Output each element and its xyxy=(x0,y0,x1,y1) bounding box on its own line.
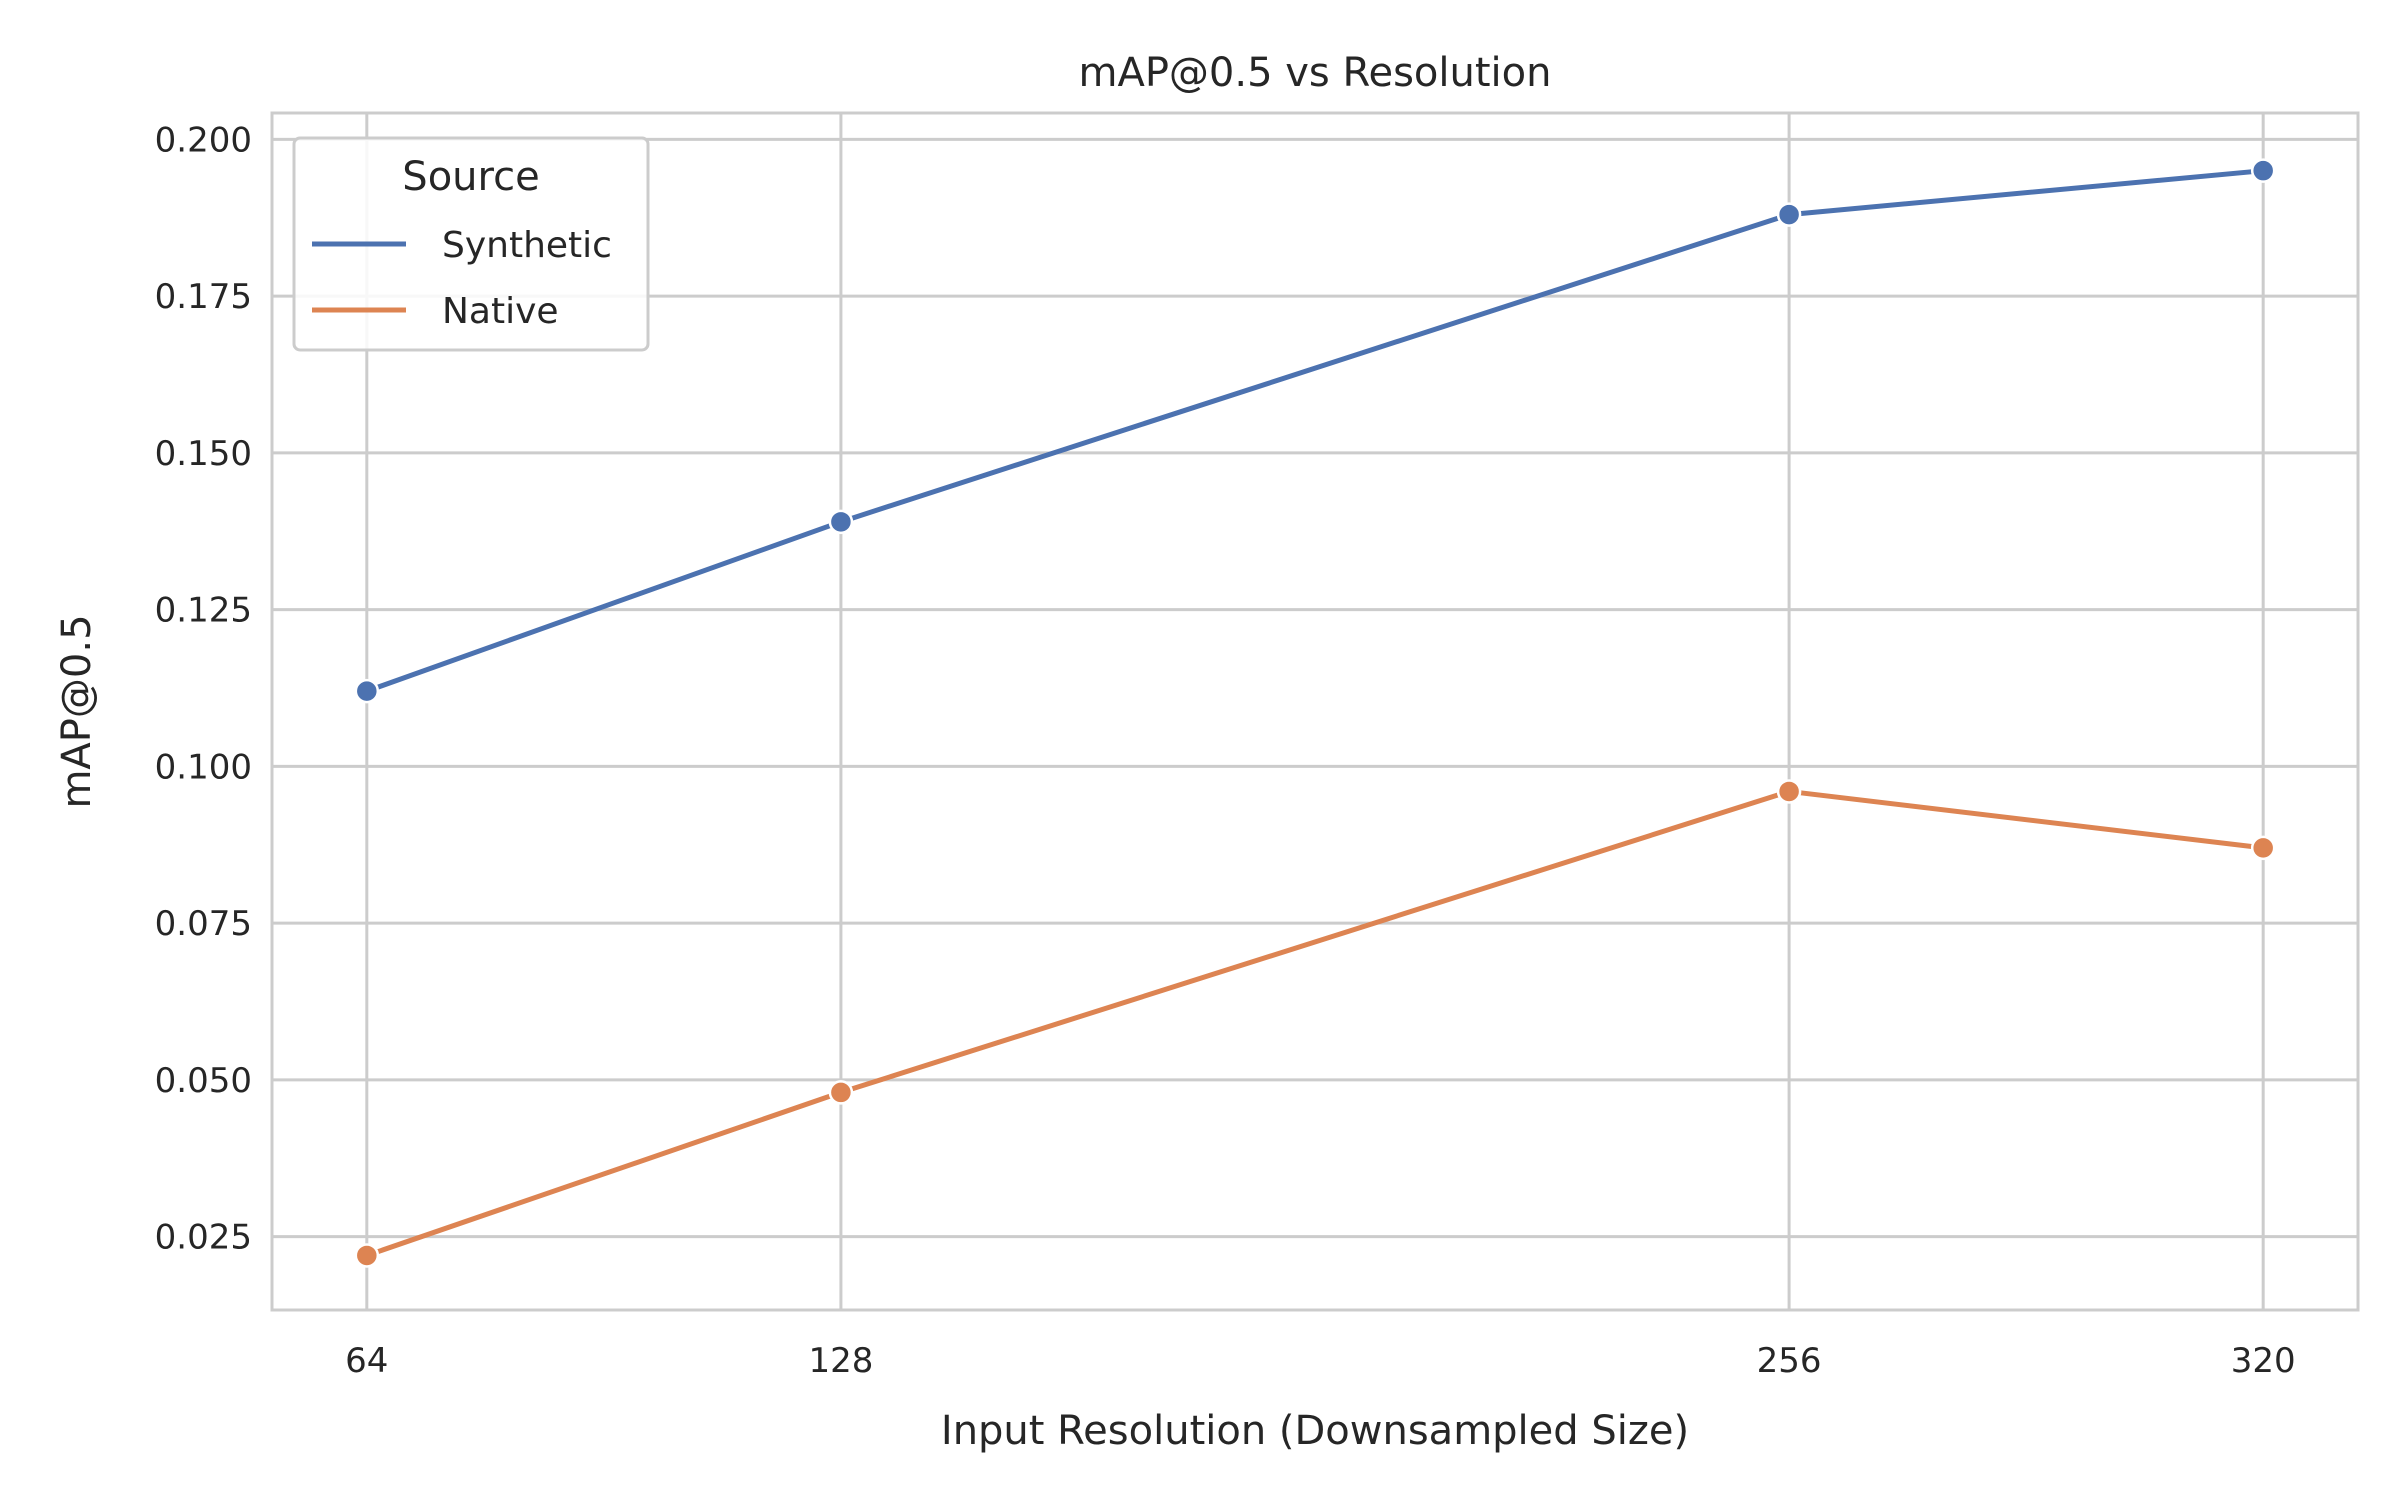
y-tick-label: 0.100 xyxy=(155,747,252,787)
x-tick-label: 320 xyxy=(2231,1341,2296,1381)
x-tick-label: 64 xyxy=(345,1341,388,1381)
data-point xyxy=(828,1080,854,1105)
data-point xyxy=(1776,202,1802,227)
chart-title: mAP@0.5 vs Resolution xyxy=(1078,50,1551,96)
y-tick-label: 0.150 xyxy=(155,434,252,474)
legend-box xyxy=(292,136,650,352)
data-point xyxy=(828,509,854,535)
y-tick-label: 0.050 xyxy=(155,1061,252,1101)
y-tick-label: 0.025 xyxy=(155,1218,252,1258)
y-tick-label: 0.175 xyxy=(155,277,252,317)
tick-labels: 0.025 0.050 0.075 0.100 0.125 0.150 0.175 0.200… xyxy=(155,120,2296,1381)
data-point xyxy=(354,1243,380,1268)
legend-label: Synthetic xyxy=(442,225,612,266)
plot-frame xyxy=(270,111,2360,1312)
series-line xyxy=(364,788,2266,1258)
data-point xyxy=(354,678,380,704)
x-tick-label: 256 xyxy=(1757,1341,1822,1381)
legend-title: Source xyxy=(402,154,539,200)
data-point xyxy=(2250,158,2276,183)
y-tick-label: 0.200 xyxy=(155,120,252,160)
y-axis-title: mAP@0.5 xyxy=(54,614,100,808)
y-tick-label: 0.075 xyxy=(155,904,252,944)
y-tick-label: 0.125 xyxy=(155,591,252,631)
series-synthetic xyxy=(354,158,2276,704)
data-point xyxy=(2250,835,2276,861)
series xyxy=(354,158,2276,1268)
legend-label: Native xyxy=(442,291,559,332)
legend: Source Synthetic Native xyxy=(292,136,650,352)
series-native xyxy=(354,779,2276,1268)
x-axis-title: Input Resolution (Downsampled Size) xyxy=(941,1408,1689,1454)
series-line xyxy=(364,168,2266,694)
data-point xyxy=(1776,779,1802,804)
x-tick-label: 128 xyxy=(808,1341,873,1381)
